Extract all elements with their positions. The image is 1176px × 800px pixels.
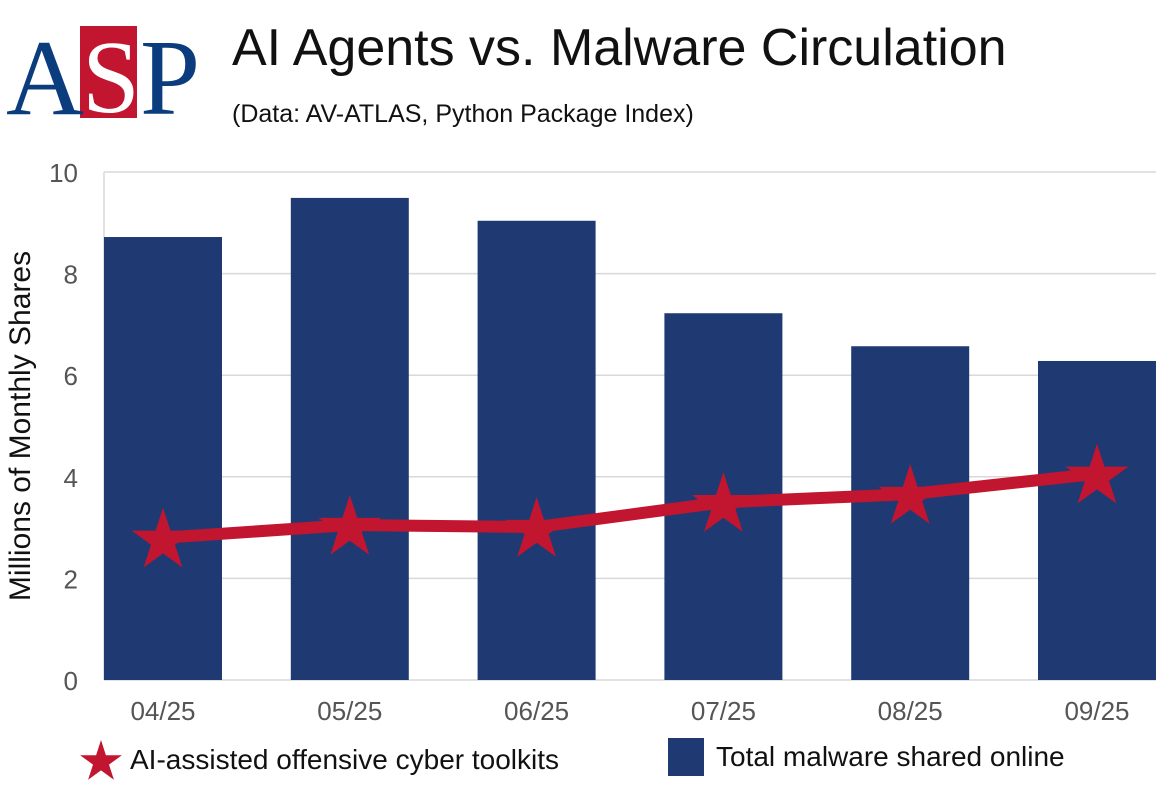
- svg-text:P: P: [140, 26, 200, 118]
- bar-04-25: [104, 237, 222, 681]
- legend-label-line: AI-assisted offensive cyber toolkits: [130, 744, 560, 775]
- y-tick-label: 2: [64, 564, 78, 594]
- chart-subtitle: (Data: AV-ATLAS, Python Package Index): [232, 100, 694, 128]
- y-axis-title: Millions of Monthly Shares: [4, 251, 37, 601]
- legend-label-bar: Total malware shared online: [716, 741, 1065, 772]
- star-marker-04-25: [131, 507, 195, 568]
- y-tick-label: 10: [49, 158, 78, 188]
- x-tick-label: 05/25: [317, 696, 382, 726]
- star-marker-08-25: [878, 464, 942, 524]
- series-line-ai-toolkits: [162, 467, 1098, 544]
- y-tick-label: 4: [64, 463, 78, 493]
- x-tick-label: 09/25: [1064, 696, 1129, 726]
- bar-09-25: [1038, 360, 1156, 680]
- x-tick-label: 08/25: [878, 696, 943, 726]
- y-tick-label: 8: [64, 260, 78, 290]
- bar-08-25: [851, 346, 970, 680]
- x-tick-label: 07/25: [691, 696, 756, 726]
- star-marker-06-25: [505, 497, 568, 557]
- svg-text:A: A: [6, 26, 84, 118]
- legend-item-line: AI-assisted offensive cyber toolkits: [78, 738, 559, 782]
- x-tick-label: 06/25: [504, 696, 569, 726]
- x-tick-label: 04/25: [130, 696, 195, 726]
- y-tick-label: 6: [64, 361, 78, 391]
- y-tick-label: 0: [64, 666, 78, 696]
- star-icon: [80, 740, 122, 780]
- bar-05-25: [290, 197, 409, 680]
- legend-swatch-bar: [668, 738, 704, 776]
- star-marker-07-25: [692, 472, 755, 532]
- chart-title: AI Agents vs. Malware Circulation: [232, 19, 1007, 77]
- bar-06-25: [477, 220, 596, 680]
- asp-logo: A S P: [6, 26, 200, 118]
- star-marker-09-25: [1065, 443, 1129, 504]
- star-marker-05-25: [318, 495, 382, 555]
- svg-text:S: S: [82, 26, 140, 118]
- legend-item-bar: Total malware shared online: [668, 738, 1065, 776]
